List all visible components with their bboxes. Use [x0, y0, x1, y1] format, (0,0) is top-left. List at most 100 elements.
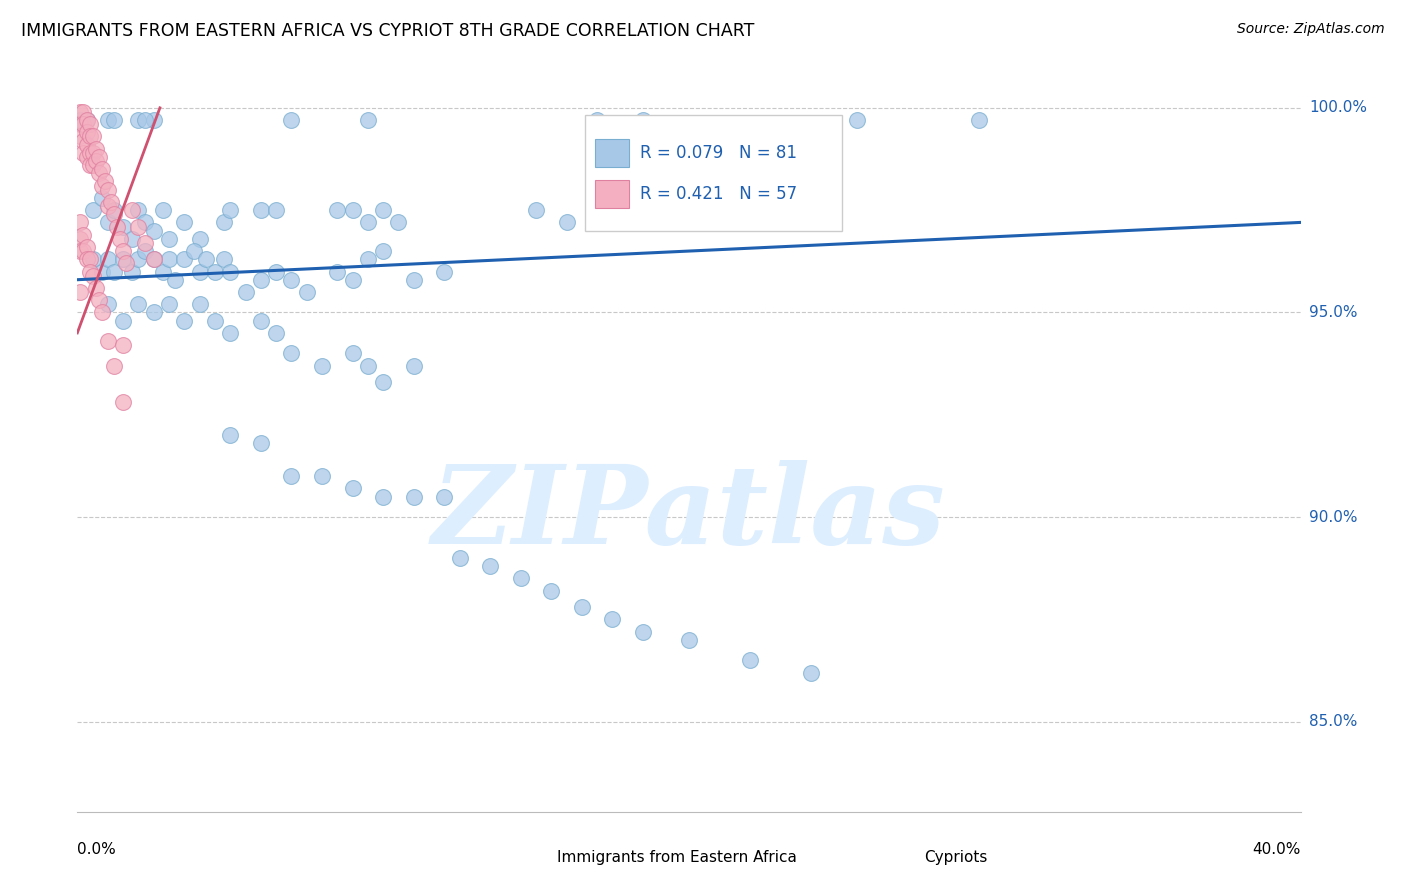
Point	[84, 142, 107, 156]
FancyBboxPatch shape	[585, 115, 842, 231]
Point	[250, 313, 273, 327]
Point	[103, 264, 125, 278]
Point	[402, 273, 425, 287]
Point	[112, 244, 135, 258]
Point	[97, 215, 120, 229]
Point	[112, 219, 135, 234]
Point	[371, 244, 394, 258]
Point	[112, 395, 135, 409]
Point	[194, 252, 217, 267]
Point	[76, 150, 98, 164]
Point	[79, 158, 101, 172]
Text: R = 0.079   N = 81: R = 0.079 N = 81	[640, 145, 797, 162]
Point	[97, 183, 120, 197]
Point	[311, 359, 333, 373]
Point	[121, 232, 143, 246]
Point	[90, 191, 112, 205]
Point	[342, 273, 364, 287]
Point	[402, 359, 425, 373]
Point	[127, 203, 149, 218]
Point	[79, 264, 101, 278]
Text: 90.0%: 90.0%	[1309, 509, 1357, 524]
Point	[449, 551, 471, 566]
Point	[90, 264, 112, 278]
Point	[311, 469, 333, 483]
Point	[72, 134, 94, 148]
Point	[740, 653, 762, 667]
Point	[219, 203, 242, 218]
Point	[142, 305, 165, 319]
Point	[157, 297, 180, 311]
Point	[72, 227, 94, 242]
Text: 0.0%: 0.0%	[77, 842, 117, 857]
Point	[121, 203, 143, 218]
Point	[82, 203, 104, 218]
Point	[142, 224, 165, 238]
Text: 40.0%: 40.0%	[1253, 842, 1301, 857]
Point	[142, 252, 165, 267]
Point	[72, 117, 94, 131]
Point	[152, 264, 174, 278]
Point	[82, 252, 104, 267]
Point	[72, 145, 94, 160]
Point	[357, 113, 380, 128]
Point	[969, 113, 991, 128]
Point	[69, 215, 91, 229]
Point	[79, 252, 101, 267]
Point	[250, 436, 273, 450]
Point	[204, 313, 226, 327]
Point	[97, 334, 120, 348]
Point	[79, 117, 101, 131]
Point	[103, 203, 125, 218]
Point	[295, 285, 318, 299]
Text: Source: ZipAtlas.com: Source: ZipAtlas.com	[1237, 22, 1385, 37]
Point	[219, 264, 242, 278]
Point	[173, 252, 195, 267]
Point	[173, 313, 195, 327]
Point	[97, 297, 120, 311]
Point	[76, 240, 98, 254]
Text: R = 0.421   N = 57: R = 0.421 N = 57	[640, 186, 797, 203]
Point	[72, 244, 94, 258]
FancyBboxPatch shape	[595, 180, 628, 209]
Point	[87, 293, 110, 308]
Point	[264, 326, 287, 340]
Point	[82, 158, 104, 172]
Point	[357, 215, 380, 229]
Point	[212, 215, 235, 229]
Point	[69, 232, 91, 246]
Point	[134, 215, 156, 229]
Point	[108, 232, 131, 246]
Point	[678, 632, 700, 647]
Point	[371, 375, 394, 389]
Point	[82, 129, 104, 144]
Point	[112, 313, 135, 327]
Point	[87, 166, 110, 180]
Point	[342, 346, 364, 360]
Point	[157, 232, 180, 246]
Text: 95.0%: 95.0%	[1309, 305, 1357, 320]
Point	[69, 113, 91, 128]
Point	[540, 583, 562, 598]
Point	[250, 203, 273, 218]
Point	[103, 113, 125, 128]
Text: 85.0%: 85.0%	[1309, 714, 1357, 729]
Point	[76, 137, 98, 152]
Point	[402, 490, 425, 504]
Point	[100, 194, 122, 209]
Text: Immigrants from Eastern Africa: Immigrants from Eastern Africa	[557, 850, 797, 865]
FancyBboxPatch shape	[879, 851, 915, 873]
Point	[112, 252, 135, 267]
Point	[342, 482, 364, 496]
Point	[72, 104, 94, 119]
Point	[76, 125, 98, 139]
Point	[235, 285, 257, 299]
Point	[250, 273, 273, 287]
Point	[69, 244, 91, 258]
Point	[97, 252, 120, 267]
FancyBboxPatch shape	[595, 139, 628, 168]
Point	[280, 273, 302, 287]
Point	[371, 490, 394, 504]
Point	[94, 174, 117, 188]
Point	[134, 235, 156, 250]
